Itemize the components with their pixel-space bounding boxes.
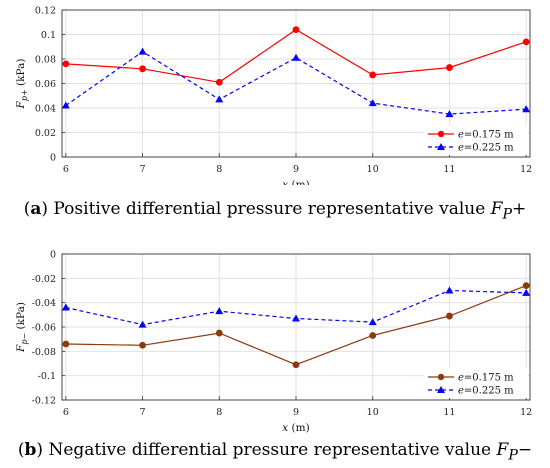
ytick-label: 0 (50, 250, 56, 261)
ytick-label: 0.08 (35, 55, 56, 66)
legend-label-1: e=0.225 m (458, 386, 514, 397)
data-point-1 (292, 53, 300, 61)
legend-marker-1 (437, 386, 445, 393)
data-point-1 (215, 95, 224, 103)
caption-a-symbol: F (490, 199, 503, 219)
data-point-0 (292, 361, 300, 369)
xtick-label: 11 (443, 407, 455, 418)
data-point-0 (139, 341, 146, 349)
data-point-0 (139, 65, 146, 73)
caption-b-suffix: − (517, 440, 533, 460)
data-point-0 (369, 332, 377, 339)
xtick-label: 9 (293, 164, 299, 175)
caption-a-tag: a (30, 199, 42, 219)
ytick-label: -0.1 (38, 371, 56, 382)
legend-marker-1 (437, 143, 445, 150)
xtick-label: 8 (216, 407, 222, 418)
data-point-1 (292, 314, 300, 322)
data-point-1 (61, 101, 70, 109)
plot-frame (61, 9, 531, 158)
data-point-0 (522, 282, 530, 290)
xtick-label: 8 (216, 164, 222, 175)
ytick-label: -0.12 (32, 396, 56, 407)
chart-negative-pressure: -0.12 -0.1 -0.08 -0.06 -0.04 -0.02 0 6 7 8 9 10 11 12… (15, 250, 532, 435)
caption-b-symbol: F (496, 440, 509, 460)
ytick-label: 0.04 (35, 104, 56, 115)
data-point-1 (445, 110, 454, 118)
xtick-label: 12 (520, 407, 532, 418)
data-point-0 (292, 26, 300, 33)
data-point-0 (369, 71, 377, 79)
xtick-label: 6 (63, 407, 69, 418)
caption-a: (a) Positive differential pressure repre… (23, 199, 527, 223)
data-point-1 (215, 307, 224, 315)
ytick-label: -0.06 (32, 323, 56, 334)
ytick-label: 0 (50, 153, 56, 164)
xtick-label: 11 (443, 164, 455, 175)
data-point-1 (522, 105, 531, 113)
y-axis-label: Fp+ (kPa) (15, 59, 29, 110)
data-point-1 (138, 47, 147, 55)
data-point-0 (62, 340, 70, 348)
legend-label-0: e=0.175 m (458, 373, 514, 384)
xtick-label: 6 (63, 164, 69, 175)
ytick-label: 0.1 (41, 30, 56, 41)
legend-label-1: e=0.225 m (458, 143, 514, 154)
x-axis-label: x (m) (282, 179, 309, 185)
data-point-1 (445, 286, 454, 294)
plot-frame (61, 253, 531, 401)
ytick-label: 0.12 (35, 6, 56, 17)
xtick-label: 12 (520, 164, 532, 175)
xtick-label: 10 (367, 164, 379, 175)
xtick-label: 10 (367, 407, 379, 418)
data-point-0 (522, 38, 530, 46)
data-point-1 (368, 318, 377, 326)
data-point-0 (446, 312, 453, 320)
data-point-1 (61, 303, 70, 311)
caption-a-suffix: + (512, 199, 527, 219)
xtick-label: 9 (293, 407, 299, 418)
legend-marker-0 (437, 373, 445, 381)
legend-marker-0 (437, 130, 445, 138)
caption-b-tag: b (24, 440, 37, 460)
caption-a-text: Positive differential pressure represent… (53, 199, 491, 219)
data-point-0 (215, 329, 223, 337)
ytick-label: -0.02 (32, 274, 56, 285)
xtick-label: 7 (140, 407, 146, 418)
ytick-label: 0.02 (35, 128, 56, 139)
y-axis-label: Fp− (kPa) (15, 302, 29, 353)
caption-b-text: Negative differential pressure represent… (48, 440, 497, 460)
data-point-0 (62, 60, 70, 68)
caption-b-subscript: P (508, 447, 518, 464)
caption-b: (b) Negative differential pressure repre… (17, 440, 533, 464)
caption-a-subscript: P (502, 206, 513, 223)
chart-positive-pressure: 0 0.02 0.04 0.06 0.08 0.1 0.12 6 7 8 9 10 11 12 x (m) F… (15, 6, 532, 186)
data-point-0 (446, 64, 453, 71)
ytick-label: -0.04 (32, 298, 56, 309)
legend-label-0: e=0.175 m (458, 130, 514, 141)
ytick-label: -0.08 (32, 347, 56, 358)
data-point-1 (368, 99, 377, 107)
ytick-label: 0.06 (35, 79, 56, 90)
xtick-label: 7 (140, 164, 146, 175)
x-axis-label: x (m) (282, 422, 309, 434)
data-point-1 (138, 320, 147, 328)
data-point-0 (215, 78, 223, 86)
data-point-1 (522, 288, 531, 296)
